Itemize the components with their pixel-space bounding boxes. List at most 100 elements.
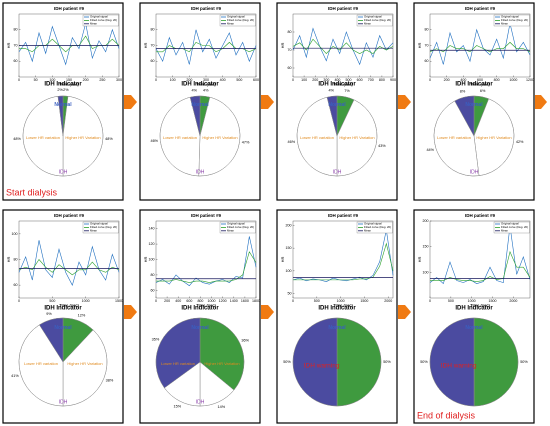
x-tick-label: 0 <box>155 299 157 303</box>
panel: IDH patient #9 0 100 200 300 400 500 600 60 70 80 T… <box>139 2 261 201</box>
x-tick-label: 500 <box>49 299 55 303</box>
legend-label: Original signal <box>364 15 382 19</box>
y-axis-label: HR <box>280 43 285 49</box>
pie-value-label: 4% <box>203 88 209 92</box>
pie-category-label: IDH <box>470 169 479 175</box>
legend-label: Original signal <box>227 222 245 226</box>
x-tick-label: 100 <box>170 78 176 82</box>
pie-value-label: 4% <box>192 88 198 92</box>
legend-label: Mean <box>90 229 97 233</box>
panel-border <box>2 2 124 201</box>
legend-label: Mean <box>90 22 97 26</box>
panel-border <box>276 2 398 201</box>
x-axis-label: Time (sec) <box>59 82 79 87</box>
x-tick-label: 1500 <box>489 299 497 303</box>
pie-category-label: Normal <box>191 102 209 108</box>
x-tick-label: 0 <box>292 78 294 82</box>
series-line <box>18 259 120 276</box>
x-tick-label: 400 <box>460 78 466 82</box>
pie-value-label: 9% <box>46 312 52 316</box>
pie-value-label: 12% <box>78 314 86 318</box>
x-tick-label: 1500 <box>360 299 368 303</box>
x-tick-label: 200 <box>312 78 318 82</box>
arrow <box>261 95 274 109</box>
legend-box <box>219 221 256 234</box>
y-tick-label: 60 <box>151 288 155 292</box>
legend-label: Original signal <box>227 15 245 19</box>
pie-annotation: IDH warning <box>304 363 340 370</box>
line-title: IDH patient #9 <box>328 213 359 218</box>
pie-value-label: 7% <box>344 89 350 93</box>
y-tick-label: 150 <box>423 245 429 249</box>
pie-value-label: 41% <box>11 374 19 378</box>
pie-title: IDH Indicator <box>44 82 82 88</box>
legend-label: Mean <box>501 229 508 233</box>
x-tick-label: 1400 <box>230 299 238 303</box>
x-tick-label: 400 <box>220 78 226 82</box>
pie-category-label: Normal <box>328 325 346 331</box>
arrow <box>124 305 137 319</box>
pie-category-label: IDH <box>59 399 68 405</box>
legend-label: Original signal <box>501 15 519 19</box>
pie-title: IDH Indicator <box>318 306 356 312</box>
pie-value-label: 38% <box>106 378 114 382</box>
line-title: IDH patient #9 <box>191 213 222 218</box>
pie-category-label: Lower HR variation <box>26 135 60 140</box>
pie-category-label: Higher HR Variation <box>339 135 374 140</box>
series-line <box>18 23 120 66</box>
pie-value-label: 44% <box>426 148 434 152</box>
y-tick-label: 100 <box>286 269 292 273</box>
x-tick-label: 500 <box>314 299 320 303</box>
legend-box <box>356 221 393 234</box>
x-tick-label: 100 <box>301 78 307 82</box>
line-title: IDH patient #9 <box>465 6 496 11</box>
plot-area <box>292 220 394 299</box>
legend-label: Fitted curve (Deg. 20) <box>90 225 117 229</box>
y-tick-label: 80 <box>151 28 155 32</box>
pie-value-label: 6% <box>480 89 486 93</box>
y-tick-label: 60 <box>288 66 292 70</box>
x-tick-label: 400 <box>175 299 181 303</box>
pie-slice <box>199 317 245 391</box>
y-tick-label: 80 <box>14 257 18 261</box>
pie-title: IDH Indicator <box>44 306 82 312</box>
x-tick-label: 1000 <box>337 299 345 303</box>
arrow <box>535 95 547 109</box>
x-tick-label: 600 <box>186 299 192 303</box>
legend-label: Original signal <box>90 15 108 19</box>
pie-category-label: Higher HR Variation <box>204 361 239 366</box>
x-tick-label: 800 <box>379 78 385 82</box>
series-line <box>156 251 257 283</box>
x-tick-label: 200 <box>186 78 192 82</box>
pie-category-label: Normal <box>54 325 72 331</box>
x-tick-label: 0 <box>18 299 20 303</box>
pie-slice <box>454 95 475 137</box>
x-tick-label: 300 <box>203 78 209 82</box>
pie-slice <box>336 317 382 407</box>
pie-category-label: Higher HR Variation <box>67 361 102 366</box>
x-tick-label: 500 <box>346 78 352 82</box>
pie-value-label: 48% <box>13 137 21 141</box>
legend-label: Mean <box>501 22 508 26</box>
panel: IDH patient #9 0 500 1000 1500 60 80 100 Time (s… <box>2 209 124 424</box>
pie-slice <box>198 96 241 177</box>
pie-slice <box>155 317 201 389</box>
x-tick-label: 700 <box>368 78 374 82</box>
pie-category-label: Normal <box>465 102 483 108</box>
series-line <box>292 27 394 66</box>
x-tick-label: 0 <box>292 299 294 303</box>
pie-title: IDH Indicator <box>181 82 219 88</box>
y-axis-label: HR <box>143 43 148 49</box>
pie-slice <box>429 317 475 407</box>
x-tick-label: 150 <box>66 78 72 82</box>
line-title: IDH patient #9 <box>328 6 359 11</box>
x-tick-label: 600 <box>253 78 259 82</box>
panel: IDH patient #9 0 500 1000 1500 2000 50 100 150 20… <box>276 209 398 424</box>
panel: IDH patient #9 0 100 200 300 400 500 600 700 800 9… <box>276 2 398 201</box>
pie-value-label: 50% <box>420 360 428 364</box>
y-tick-label: 50 <box>288 291 292 295</box>
pie-category-label: Lower HR variation <box>163 135 197 140</box>
y-tick-label: 80 <box>14 28 18 32</box>
x-tick-label: 600 <box>357 78 363 82</box>
